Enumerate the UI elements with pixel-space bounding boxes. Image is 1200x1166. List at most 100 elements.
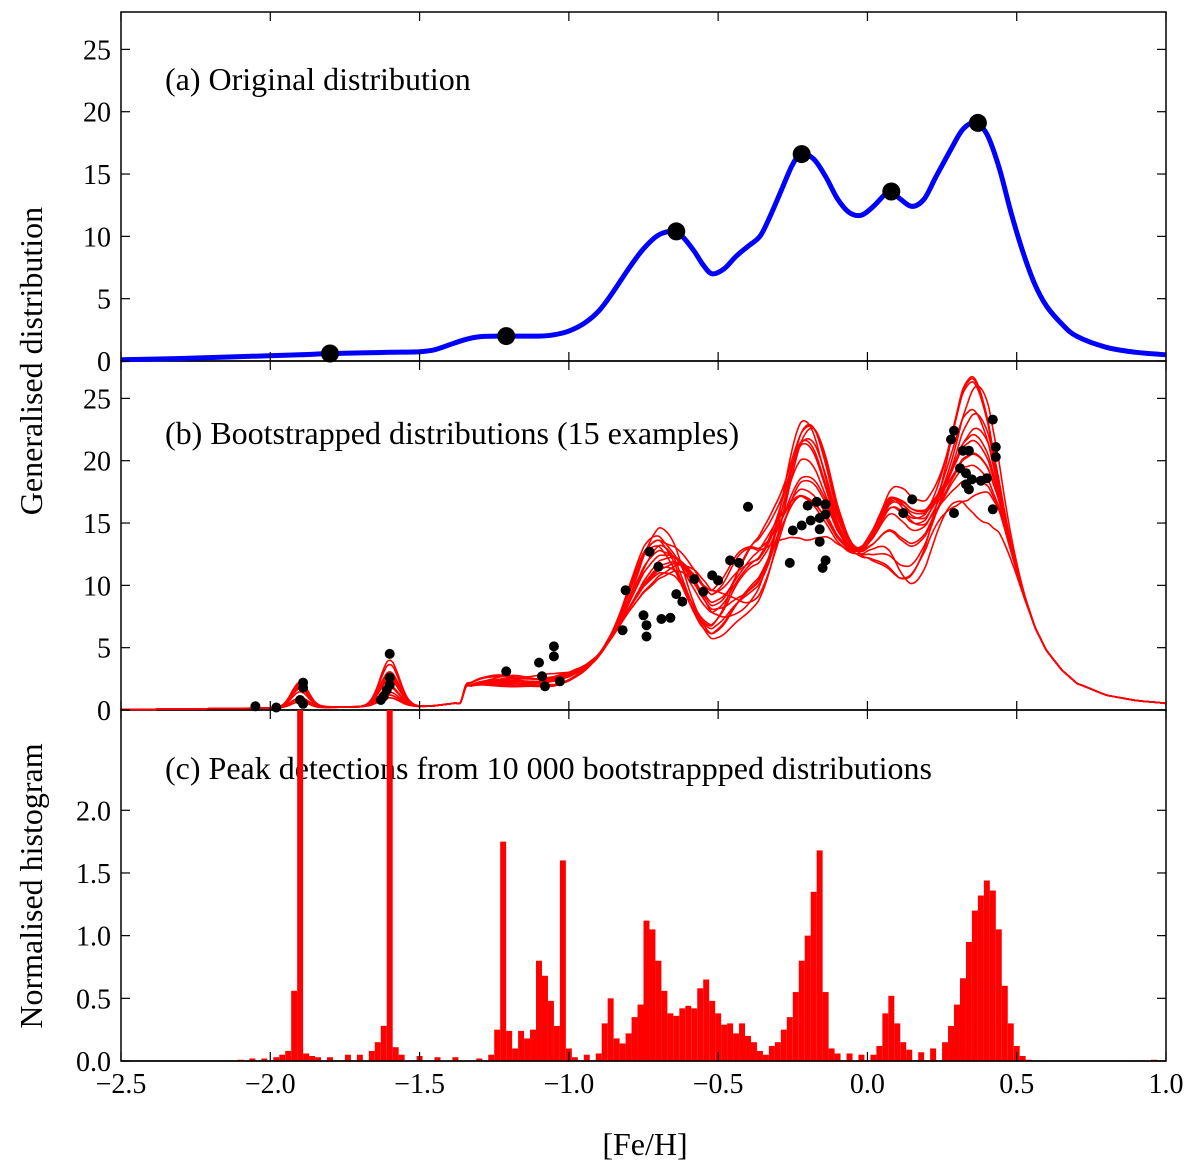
x-tick-label: 1.0 [1149,1069,1184,1100]
bootstrapped-distribution-line [121,439,1167,711]
peak-marker-b [375,695,386,705]
peak-marker-b [384,672,395,683]
histogram-bar [291,990,298,1061]
histogram-bar [870,1054,877,1061]
histogram-bar [541,975,548,1061]
histogram-bar [625,1033,632,1061]
histogram-bar [733,1033,740,1061]
peak-marker-b [271,702,282,713]
x-tick-label: −1.0 [543,1069,594,1100]
y-tick-label-c: 1.0 [76,922,111,953]
histogram-bar [530,1029,537,1061]
y-tick-label-a: 10 [83,222,111,253]
histogram-bar [327,1057,333,1061]
x-tick-label: −2.0 [245,1069,296,1100]
histogram-bar [386,710,393,1061]
y-tick-label-c: 2.0 [76,796,111,827]
peak-marker-b [620,585,631,596]
peak-marker-b [653,561,664,572]
panel-c-title: (c) Peak detections from 10 000 bootstra… [165,750,932,786]
histogram-bar [691,1008,698,1061]
histogram-bar [900,1042,907,1061]
histogram-bar [816,850,823,1061]
histogram-bar [392,1047,399,1061]
histogram-bar [494,1029,501,1061]
peak-marker-b [734,557,744,568]
histogram-bar [297,710,304,1061]
peak-marker-b [949,508,959,519]
x-axis-label: [Fe/H] [602,1126,687,1162]
peak-marker-b [946,434,956,445]
histogram-bar [876,1045,883,1061]
histogram-bar [368,1050,375,1061]
peak-marker-b [987,414,998,425]
y-tick-label-a: 5 [97,285,111,316]
histogram-bar [524,1038,531,1061]
histogram-bar [667,1013,674,1061]
peak-marker-b [295,695,306,705]
histogram-bar [786,1017,793,1062]
peak-marker-b [534,657,544,668]
histogram-bar [942,1042,949,1061]
panel-b-title: (b) Bootstrapped distributions (15 examp… [165,415,739,451]
histogram-bar [452,1057,459,1061]
histogram-bar [374,1042,381,1061]
histogram-bar [703,979,710,1061]
panel-a-line [120,120,1167,363]
histogram-bar [303,1053,310,1061]
x-tick-label: 0.5 [999,1069,1034,1100]
histogram-bar [536,960,542,1061]
histogram-bar [273,1057,280,1061]
histogram-bar [954,1004,960,1061]
peak-marker-b [907,494,918,505]
histogram-bar [918,1052,925,1061]
histogram-bar [434,1057,441,1061]
histogram-bar [1001,985,1008,1061]
histogram-bar [774,1042,781,1061]
histogram-bar [398,1054,405,1061]
peak-marker-b [743,501,753,512]
peak-marker-b [981,473,992,484]
histogram-bar [685,1005,692,1061]
peak-marker-b [548,641,559,652]
histogram-bar [344,1054,351,1061]
peak-marker-b [990,452,1001,462]
x-tick-label: −2.5 [96,1069,147,1100]
histogram-bar [309,1055,316,1061]
histogram-bar [512,1048,519,1061]
histogram-bar [380,1025,387,1061]
histogram-bar [762,1054,769,1061]
histogram-bar [995,929,1002,1062]
y-tick-label-b: 0 [97,696,111,727]
x-tick-label: 0.0 [850,1069,885,1100]
peak-marker-b [725,555,736,566]
histogram-bar [930,1048,937,1061]
histogram-bar [619,1043,626,1061]
peak-marker-b [671,589,682,600]
y-tick-label-a: 15 [83,160,111,191]
peak-marker-b [784,557,795,568]
histogram-bar [506,1030,513,1061]
histogram-bar [601,1023,608,1061]
histogram-bar [661,990,668,1061]
histogram-bar [721,1024,728,1061]
panel-a-title: (a) Original distribution [165,61,471,97]
peak-marker-b [644,546,655,557]
y-tick-label-c: 0.0 [76,1047,111,1078]
histogram-bar [709,1000,716,1061]
peak-marker-b [548,651,559,662]
peak-marker-b [713,575,724,586]
y-axis-label-top: Generalised distribution [13,207,49,515]
peak-marker-a [497,327,516,346]
peak-marker-b [298,682,309,693]
histogram-bar [559,860,566,1061]
histogram-bar [673,1015,680,1061]
original-distribution-line [120,120,1167,363]
histogram-bar [249,1058,256,1061]
peak-marker-b [641,631,652,642]
peak-marker-b [656,614,667,624]
peak-marker-b [987,504,998,515]
histogram-bar [971,910,978,1061]
bootstrapped-distribution-line [121,412,1167,711]
histogram-bar [965,941,972,1061]
